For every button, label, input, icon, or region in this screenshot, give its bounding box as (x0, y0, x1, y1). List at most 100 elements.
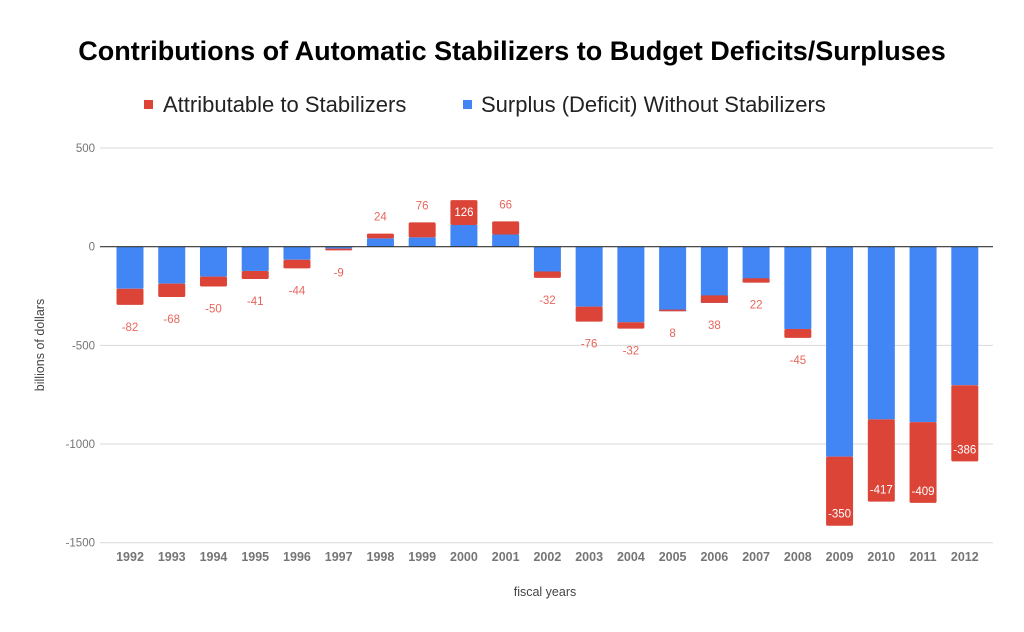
data-label-2005: 8 (669, 328, 675, 340)
data-label-2007: 22 (750, 300, 763, 312)
y-axis-ticks: 500 0 -500 -1000 -1500 (66, 143, 95, 550)
bar-stabilizers-2011[interactable] (909, 422, 937, 503)
bar-without-stabilizers-2005[interactable] (659, 246, 687, 312)
gridlines (100, 147, 993, 544)
data-label-2002: -32 (539, 295, 556, 307)
data-labels: -82 -68 -50 -41 -44 -9 24 76 126 66 -32 -76 -32 8 38 22… (122, 199, 977, 520)
legend-label-without-stabilizers[interactable]: Surplus (Deficit) Without Stabilizers (481, 92, 826, 117)
x-tick-label: 1992 (116, 550, 144, 564)
bar-without-stabilizers-2011[interactable] (909, 246, 937, 423)
bar-without-stabilizers-1994[interactable] (199, 246, 227, 277)
data-label-2001: 66 (499, 199, 512, 211)
x-tick-label: 1998 (367, 550, 395, 564)
data-label-1996: -44 (289, 285, 306, 297)
bar-without-stabilizers-2008[interactable] (784, 246, 812, 329)
data-label-1994: -50 (205, 304, 222, 316)
data-label-2012: -386 (953, 444, 976, 456)
y-tick-label: 500 (76, 143, 95, 155)
bar-stabilizers-2007[interactable] (742, 278, 770, 283)
x-tick-label: 2007 (742, 550, 770, 564)
y-axis-title: billions of dollars (33, 299, 47, 391)
x-tick-label: 2002 (533, 550, 561, 564)
data-label-1993: -68 (163, 314, 180, 326)
bar-without-stabilizers-2000[interactable] (450, 224, 478, 247)
x-tick-label: 1997 (325, 550, 353, 564)
bar-stabilizers-1997[interactable] (325, 248, 353, 251)
bar-stabilizers-2001[interactable] (492, 221, 520, 235)
bar-stabilizers-2009[interactable] (826, 456, 854, 526)
bar-without-stabilizers-2001[interactable] (492, 234, 520, 247)
x-tick-label: 2012 (951, 550, 979, 564)
x-tick-label: 2008 (784, 550, 812, 564)
legend-label-stabilizers[interactable]: Attributable to Stabilizers (163, 92, 406, 117)
legend: Attributable to Stabilizers Surplus (Def… (144, 92, 826, 117)
x-tick-label: 1996 (283, 550, 311, 564)
bar-stabilizers-2005[interactable] (659, 309, 687, 312)
bar-without-stabilizers-2012[interactable] (951, 246, 979, 386)
data-label-1997: -9 (334, 267, 344, 279)
data-label-2010: -417 (870, 485, 893, 497)
y-tick-label: -1000 (66, 439, 95, 451)
x-tick-label: 2004 (617, 550, 645, 564)
bar-stabilizers-1994[interactable] (199, 276, 227, 287)
bar-stabilizers-2012[interactable] (951, 385, 979, 462)
bar-without-stabilizers-2007[interactable] (742, 246, 770, 283)
data-label-1992: -82 (122, 322, 139, 334)
bars (116, 200, 979, 526)
bar-without-stabilizers-2003[interactable] (575, 246, 603, 307)
data-label-2000: 126 (454, 207, 473, 219)
data-label-2009: -350 (828, 509, 851, 521)
bar-without-stabilizers-1999[interactable] (408, 237, 436, 247)
bar-stabilizers-2010[interactable] (867, 419, 895, 502)
bar-without-stabilizers-2009[interactable] (826, 246, 854, 457)
bar-without-stabilizers-1995[interactable] (241, 246, 269, 271)
data-label-2011: -409 (912, 486, 935, 498)
x-axis-ticks: 1992 1993 1994 1995 1996 1997 1998 1999 2000 2001… (116, 550, 979, 564)
data-label-2003: -76 (581, 339, 598, 351)
bar-without-stabilizers-2002[interactable] (533, 246, 561, 272)
x-tick-label: 2010 (867, 550, 895, 564)
data-label-1998: 24 (374, 212, 387, 224)
y-tick-label: 0 (89, 242, 95, 254)
x-tick-label: 2006 (700, 550, 728, 564)
bar-without-stabilizers-1998[interactable] (366, 238, 394, 247)
bar-stabilizers-1998[interactable] (366, 233, 394, 239)
x-tick-label: 1994 (200, 550, 228, 564)
bar-stabilizers-2008[interactable] (784, 328, 812, 338)
x-tick-label: 1995 (241, 550, 269, 564)
bar-without-stabilizers-2004[interactable] (617, 246, 645, 323)
x-tick-label: 1993 (158, 550, 186, 564)
bar-stabilizers-2006[interactable] (700, 295, 728, 303)
y-tick-label: -500 (72, 340, 95, 352)
x-tick-label: 1999 (408, 550, 436, 564)
bar-without-stabilizers-1997[interactable] (325, 246, 353, 249)
x-tick-label: 2011 (909, 550, 936, 564)
data-label-2006: 38 (708, 320, 721, 332)
bar-stabilizers-2000[interactable] (450, 200, 478, 225)
bar-without-stabilizers-2006[interactable] (700, 246, 728, 303)
data-label-2004: -32 (623, 346, 640, 358)
data-label-1999: 76 (416, 200, 429, 212)
legend-swatch-without-stabilizers (463, 100, 472, 109)
bar-without-stabilizers-1993[interactable] (158, 246, 186, 284)
x-tick-label: 2001 (492, 550, 520, 564)
bar-stabilizers-1996[interactable] (283, 259, 311, 269)
x-tick-label: 2005 (659, 550, 687, 564)
bar-stabilizers-2003[interactable] (575, 306, 603, 322)
bar-without-stabilizers-1992[interactable] (116, 246, 144, 289)
y-tick-label: -1500 (66, 538, 95, 550)
bar-without-stabilizers-2010[interactable] (867, 246, 895, 420)
data-label-1995: -41 (247, 296, 264, 308)
x-tick-label: 2000 (450, 550, 478, 564)
bar-stabilizers-1999[interactable] (408, 222, 436, 238)
bar-stabilizers-1993[interactable] (158, 283, 186, 297)
bar-stabilizers-2002[interactable] (533, 271, 561, 278)
legend-swatch-stabilizers (144, 100, 153, 109)
bar-stabilizers-1992[interactable] (116, 288, 144, 305)
bar-stabilizers-1995[interactable] (241, 270, 269, 280)
bar-without-stabilizers-1996[interactable] (283, 246, 311, 260)
chart-title: Contributions of Automatic Stabilizers t… (78, 36, 946, 66)
bar-stabilizers-2004[interactable] (617, 322, 645, 329)
data-label-2008: -45 (790, 355, 807, 367)
